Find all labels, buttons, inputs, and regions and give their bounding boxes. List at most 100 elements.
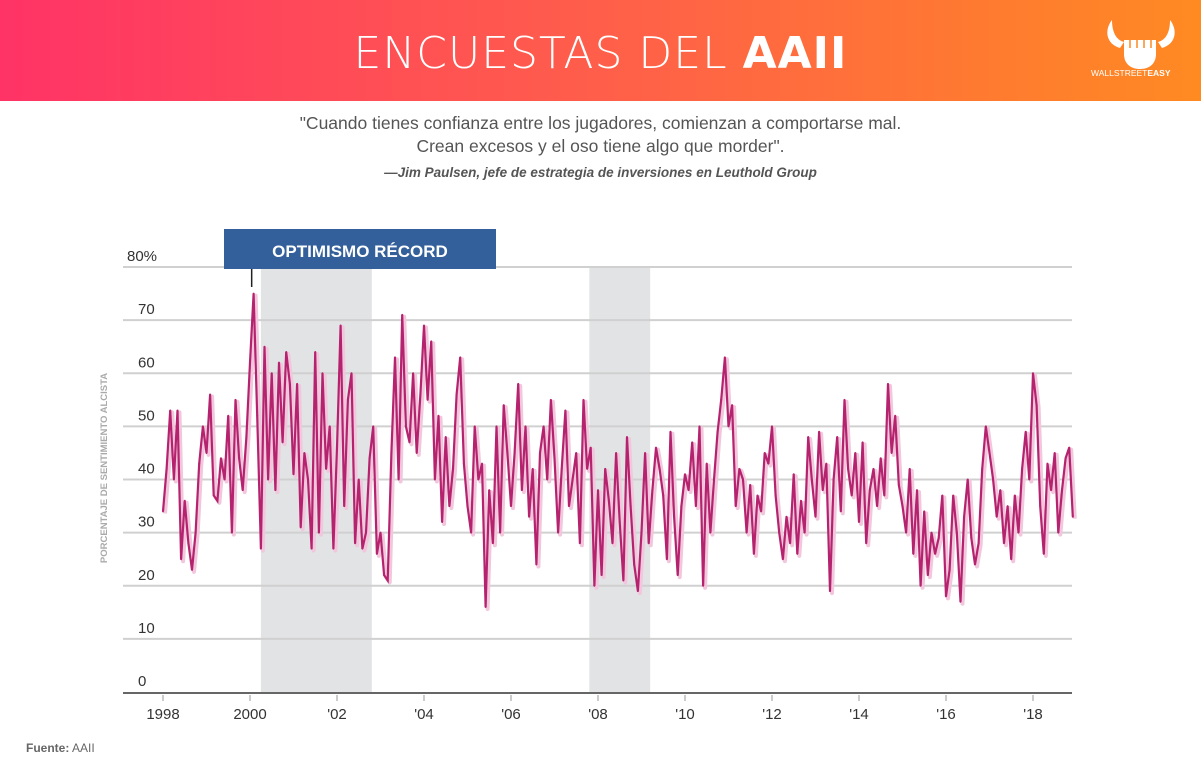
data-point xyxy=(567,505,570,508)
data-point xyxy=(506,451,509,454)
data-point xyxy=(818,430,821,433)
data-point xyxy=(589,446,592,449)
data-point xyxy=(578,542,581,545)
data-point xyxy=(1039,505,1042,508)
data-point xyxy=(491,542,494,545)
data-point xyxy=(575,451,578,454)
data-point xyxy=(245,436,248,438)
y-tick-label: 70 xyxy=(138,301,155,318)
data-point xyxy=(368,457,371,460)
data-point xyxy=(582,398,585,401)
data-point xyxy=(803,531,806,534)
data-point xyxy=(937,536,940,539)
data-point xyxy=(234,398,237,401)
y-tick-label: 0 xyxy=(138,673,146,690)
data-point xyxy=(727,425,730,428)
data-point xyxy=(223,478,226,481)
quote-author: —Jim Paulsen, jefe de estrategia de inve… xyxy=(384,165,817,180)
data-point xyxy=(749,483,752,486)
data-point xyxy=(992,478,995,481)
data-point xyxy=(466,505,469,508)
annotation-label: OPTIMISMO RÉCORD xyxy=(272,242,448,261)
data-point xyxy=(379,531,382,534)
data-point xyxy=(372,425,375,428)
data-point xyxy=(912,552,915,555)
data-point xyxy=(586,467,589,470)
data-point xyxy=(205,451,208,454)
data-point xyxy=(970,536,973,539)
data-point xyxy=(1060,489,1063,492)
header-banner: ENCUESTAS DEL AAII WALLSTREETEASY xyxy=(0,0,1201,101)
data-point xyxy=(292,473,295,476)
data-point xyxy=(259,547,262,550)
data-point xyxy=(495,425,498,428)
data-point xyxy=(1064,457,1067,460)
data-point xyxy=(277,361,280,364)
data-point xyxy=(241,489,244,492)
data-point xyxy=(832,478,835,481)
x-tick-label: '02 xyxy=(327,706,347,723)
data-point xyxy=(375,552,378,555)
data-point xyxy=(622,579,625,582)
data-point xyxy=(288,382,291,385)
series-line xyxy=(161,293,1074,608)
quote-line-1: "Cuando tienes confianza entre los jugad… xyxy=(299,113,902,133)
data-point xyxy=(923,510,926,513)
data-point xyxy=(517,382,520,385)
data-point xyxy=(720,398,723,401)
data-point xyxy=(274,489,277,492)
data-point xyxy=(314,351,317,353)
data-point xyxy=(741,478,744,481)
data-point xyxy=(926,574,929,577)
data-point xyxy=(618,521,621,523)
data-point xyxy=(357,478,360,481)
data-point xyxy=(716,430,719,433)
data-point xyxy=(180,558,183,561)
data-point xyxy=(854,451,857,454)
data-point xyxy=(364,531,367,534)
data-point xyxy=(343,505,346,508)
data-point xyxy=(796,552,799,555)
data-point xyxy=(444,436,447,438)
data-point xyxy=(470,531,473,534)
data-point xyxy=(879,457,882,460)
data-point xyxy=(212,494,215,497)
data-point xyxy=(451,467,454,470)
data-point xyxy=(1046,462,1049,465)
data-point xyxy=(966,478,969,481)
data-point xyxy=(847,467,850,470)
data-point xyxy=(1031,372,1034,375)
data-point xyxy=(821,489,824,492)
data-point xyxy=(625,436,628,438)
x-tick-label: '12 xyxy=(762,706,782,723)
data-point xyxy=(564,409,567,412)
data-point xyxy=(430,340,433,343)
y-axis-title: PORCENTAJE DE SENTIMIENTO ALCISTA xyxy=(99,373,110,563)
data-point xyxy=(644,451,647,454)
y-tick-label: 20 xyxy=(138,567,155,584)
data-point xyxy=(299,526,302,529)
data-point xyxy=(691,441,694,444)
x-tick-label: 1998 xyxy=(146,706,179,723)
data-point xyxy=(1006,505,1009,508)
data-point xyxy=(865,542,868,545)
data-point xyxy=(393,356,396,359)
data-point xyxy=(839,510,842,513)
data-point xyxy=(183,499,186,502)
data-point xyxy=(528,515,531,518)
data-point xyxy=(789,542,792,545)
data-point xyxy=(857,521,860,523)
data-point xyxy=(484,606,487,608)
data-point xyxy=(165,467,168,470)
data-point xyxy=(712,478,715,481)
data-point xyxy=(162,510,164,513)
data-point xyxy=(397,478,400,481)
data-point xyxy=(593,584,596,587)
x-tick-label: '10 xyxy=(675,706,695,723)
data-point xyxy=(285,351,288,353)
data-point xyxy=(662,494,665,497)
data-point xyxy=(346,398,349,401)
data-point xyxy=(339,324,342,327)
data-point xyxy=(553,457,556,460)
data-point xyxy=(705,462,708,465)
